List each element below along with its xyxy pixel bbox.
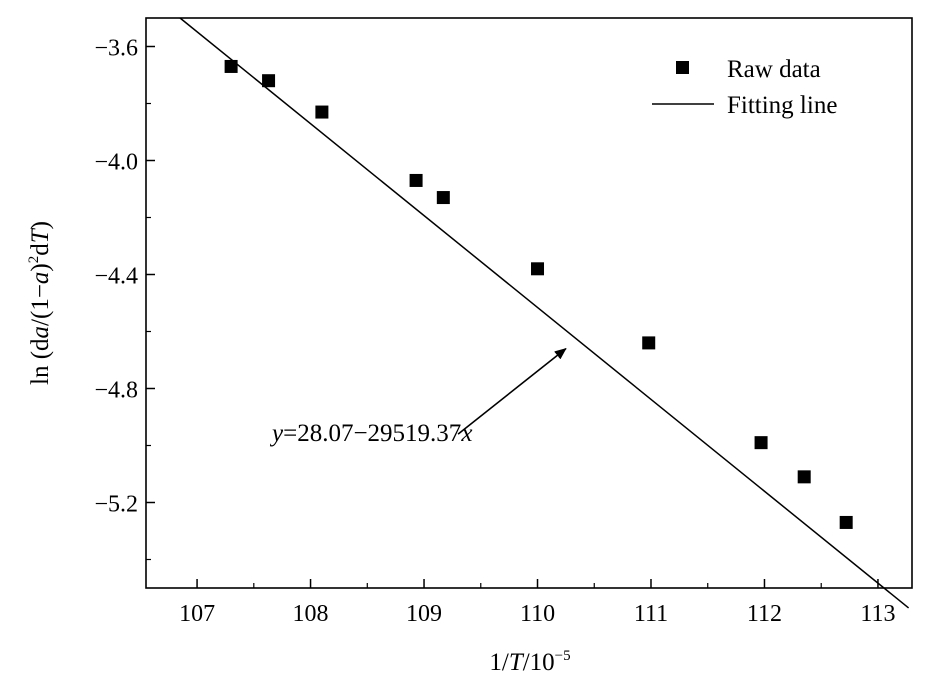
annotation-equation: y=28.07−29519.37x bbox=[269, 420, 472, 447]
data-point bbox=[642, 336, 656, 350]
x-axis-title: 1/T/10−5 bbox=[489, 648, 570, 676]
data-point bbox=[531, 262, 545, 276]
data-point bbox=[797, 470, 811, 484]
annotation-arrow bbox=[457, 347, 567, 435]
y-tick-label: −4.0 bbox=[94, 150, 138, 176]
legend-raw-data-label: Raw data bbox=[727, 56, 821, 83]
x-tick-label: 110 bbox=[520, 601, 555, 627]
x-tick-label: 112 bbox=[747, 601, 782, 627]
data-point bbox=[436, 191, 450, 205]
legend: Raw data Fitting line bbox=[652, 56, 837, 119]
data-point bbox=[839, 515, 853, 529]
data-point bbox=[754, 436, 768, 450]
y-tick-label: −4.8 bbox=[94, 378, 138, 404]
data-point bbox=[224, 59, 238, 73]
legend-fitting-line-label: Fitting line bbox=[727, 92, 837, 119]
y-tick-label: −3.6 bbox=[94, 36, 138, 62]
x-tick-label: 107 bbox=[179, 601, 215, 627]
data-point bbox=[262, 74, 276, 88]
x-tick-label: 111 bbox=[634, 601, 668, 627]
x-tick-label: 109 bbox=[406, 601, 442, 627]
y-axis-title: ln (da/(1−a)2dT) bbox=[26, 221, 54, 385]
x-tick-label: 113 bbox=[860, 601, 895, 627]
legend-raw-data-marker bbox=[676, 61, 689, 74]
ticks-layer: 107 108 109 110 111 112 113 −3.6 −4.0 −4.4 −4.8 −5.… bbox=[94, 36, 895, 628]
plot-frame bbox=[145, 17, 913, 589]
fitting-line bbox=[179, 17, 910, 609]
data-point bbox=[409, 173, 423, 187]
data-point bbox=[315, 105, 329, 119]
y-tick-label: −4.4 bbox=[94, 264, 138, 290]
y-tick-label: −5.2 bbox=[94, 492, 138, 518]
x-tick-label: 108 bbox=[293, 601, 329, 627]
marks-layer bbox=[179, 17, 910, 609]
